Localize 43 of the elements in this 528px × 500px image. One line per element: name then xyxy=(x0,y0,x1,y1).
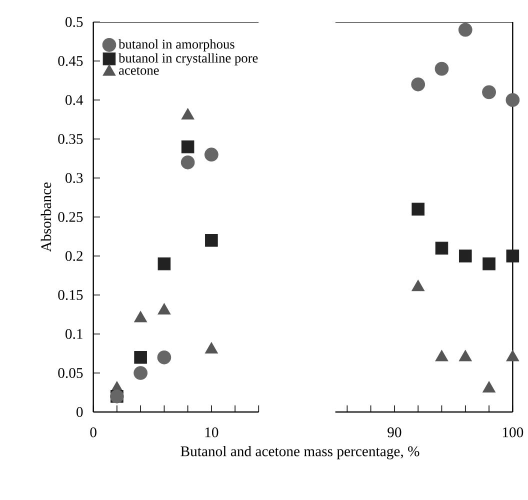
legend-label: butanol in crystalline pore xyxy=(118,53,258,66)
x-tick-label: 10 xyxy=(205,427,218,438)
point xyxy=(157,350,172,364)
x-axis-title: Butanol and acetone mass percentage, % xyxy=(180,446,420,460)
y-tick-label: 0.4 xyxy=(66,95,84,105)
y-tick-label: 0 xyxy=(76,407,83,417)
y-tick-label: 0.25 xyxy=(58,212,83,222)
point xyxy=(482,257,496,270)
point xyxy=(205,234,218,247)
point xyxy=(412,202,424,216)
point xyxy=(181,140,194,154)
y-tick-label: 0.3 xyxy=(66,173,83,183)
point xyxy=(506,250,520,262)
x-tick-label: 90 xyxy=(388,427,402,438)
point xyxy=(158,257,171,270)
y-tick-label: 0.5 xyxy=(66,17,83,27)
point xyxy=(458,350,472,362)
y-tick-label: 0.2 xyxy=(66,251,82,261)
y-tick-label: 0.45 xyxy=(58,56,83,66)
x-tick-label: 0 xyxy=(90,427,96,438)
point xyxy=(435,242,448,255)
point xyxy=(458,22,472,37)
point xyxy=(204,148,218,162)
legend-label: acetone xyxy=(119,67,159,75)
y-tick-label: 0.15 xyxy=(58,290,83,300)
point xyxy=(506,350,520,362)
y-tick-label: 0.1 xyxy=(66,329,82,339)
point xyxy=(134,350,147,364)
point xyxy=(411,77,426,92)
y-tick-label: 0.05 xyxy=(58,368,83,378)
point xyxy=(180,155,195,170)
point xyxy=(435,350,448,362)
legend-label: butanol in amorphous xyxy=(118,39,234,52)
x-tick-label: 100 xyxy=(502,427,524,438)
point xyxy=(482,381,496,392)
y-tick-label: 0.35 xyxy=(58,134,83,144)
point xyxy=(412,280,425,292)
point xyxy=(482,85,496,100)
point xyxy=(458,250,472,262)
point xyxy=(506,93,520,107)
y-axis-title: Absorbance xyxy=(40,182,52,252)
point xyxy=(134,366,148,380)
point xyxy=(434,62,449,76)
